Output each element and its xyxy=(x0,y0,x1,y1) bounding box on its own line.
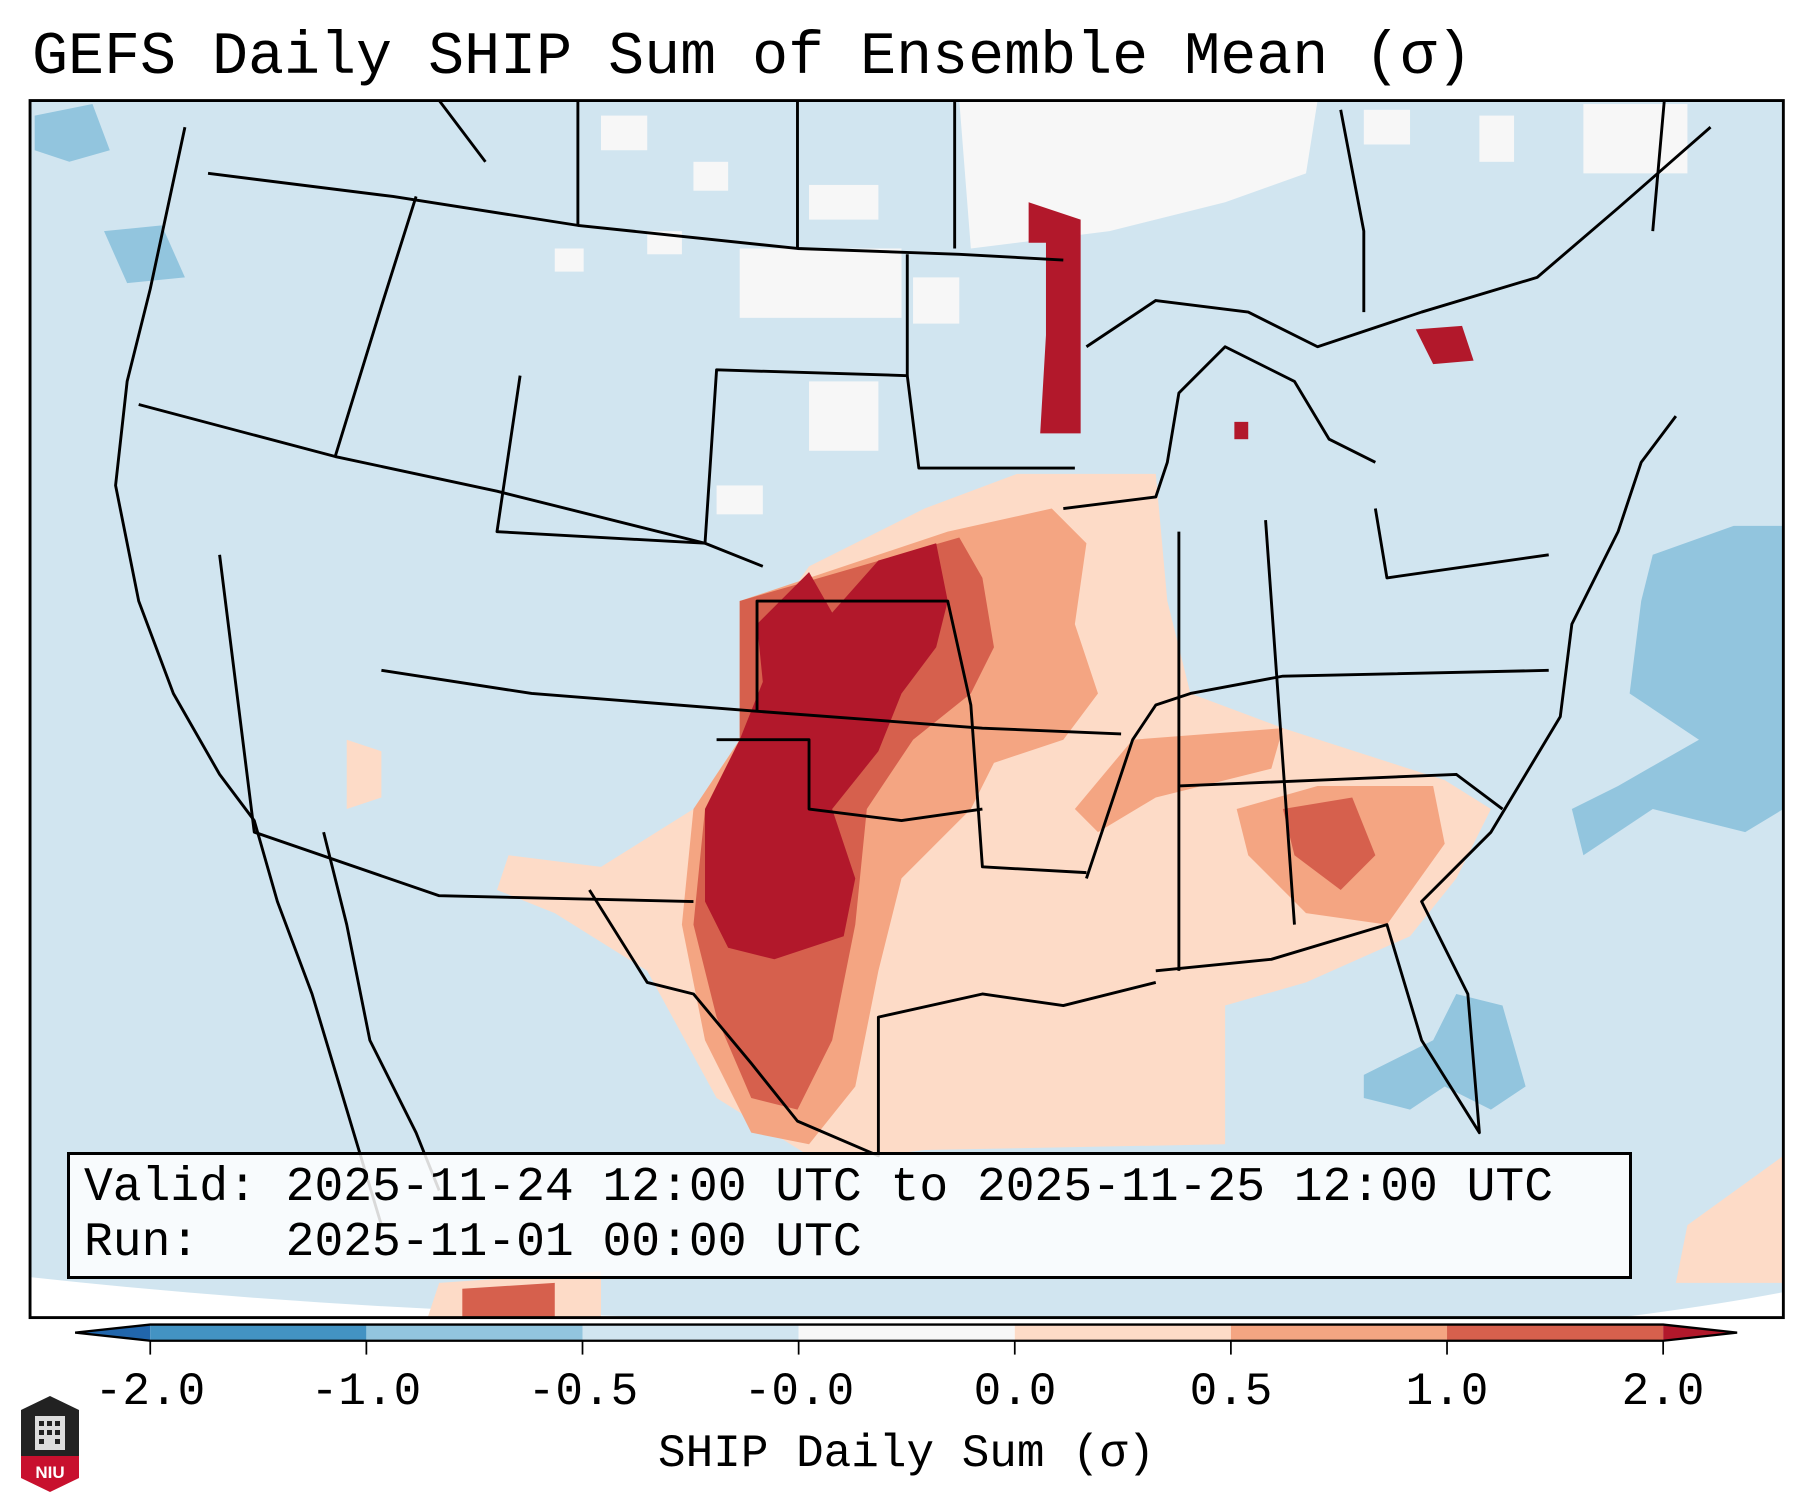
colorbar-ticks xyxy=(149,1340,1665,1355)
colorbar-under-triangle xyxy=(75,1324,151,1341)
niu-logo: NIU xyxy=(21,1396,79,1492)
colorbar-tick-label: -0.5 xyxy=(527,1366,639,1418)
colorbar xyxy=(75,1323,1738,1355)
colorbar-over-triangle xyxy=(1663,1324,1738,1341)
colorbar-tick-label: 0.0 xyxy=(973,1366,1057,1418)
state-borders xyxy=(114,100,1712,1226)
colorbar-tick-label: 0.5 xyxy=(1189,1366,1273,1418)
negative-areas xyxy=(34,104,1784,1110)
colorbar-tick-label: -2.0 xyxy=(94,1366,206,1418)
map-frame xyxy=(28,99,1785,1320)
valid-time: Valid: 2025-11-24 12:00 UTC to 2025-11-2… xyxy=(84,1161,1554,1215)
colorbar-tick-label: 1.0 xyxy=(1405,1366,1489,1418)
colorbar-tick-label: -0.0 xyxy=(743,1366,855,1418)
run-time: Run: 2025-11-01 00:00 UTC xyxy=(84,1216,862,1270)
info-box: Valid: 2025-11-24 12:00 UTC to 2025-11-2… xyxy=(67,1152,1632,1279)
colorbar-label: SHIP Daily Sum (σ) xyxy=(658,1428,1155,1480)
colorbar-tick-label: -1.0 xyxy=(310,1366,422,1418)
map-title: GEFS Daily SHIP Sum of Ensemble Mean (σ) xyxy=(32,24,1473,92)
svg-text:NIU: NIU xyxy=(35,1463,64,1482)
map-field xyxy=(30,100,1784,1318)
colorbar-tick-label: 2.0 xyxy=(1621,1366,1705,1418)
